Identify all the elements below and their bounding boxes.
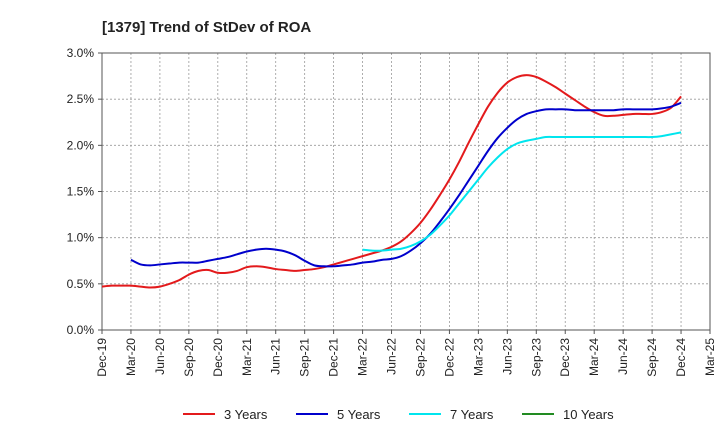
y-tick-label: 1.0%	[67, 231, 95, 245]
x-tick-label: Dec-24	[674, 338, 688, 377]
series-line-3-years	[101, 74, 682, 289]
x-tick-label: Jun-21	[269, 338, 283, 375]
y-tick-label: 3.0%	[67, 46, 95, 60]
y-tick-label: 2.5%	[67, 92, 95, 106]
x-tick-label: Dec-23	[558, 338, 572, 377]
x-tick-label: Mar-21	[240, 338, 254, 376]
x-tick-label: Mar-24	[587, 338, 601, 376]
legend-label-5-years: 5 Years	[337, 407, 381, 422]
x-tick-label: Mar-20	[124, 338, 138, 376]
y-tick-label: 0.0%	[67, 323, 95, 337]
x-tick-label: Jun-20	[153, 338, 167, 375]
x-tick-label: Mar-22	[356, 338, 370, 376]
x-tick-label: Dec-21	[327, 338, 341, 377]
x-axis-ticks: Dec-19 Mar-20 Jun-20 Sep-20 Dec-20 Mar-21 Jun-…	[95, 330, 717, 377]
x-tick-label: Mar-25	[703, 338, 717, 376]
x-tick-label: Dec-20	[211, 338, 225, 377]
x-tick-label: Sep-22	[413, 338, 427, 377]
x-tick-label: Sep-24	[645, 338, 659, 377]
x-tick-label: Jun-24	[616, 338, 630, 375]
y-tick-label: 0.5%	[67, 277, 95, 291]
x-tick-label: Dec-19	[95, 338, 109, 377]
legend-label-3-years: 3 Years	[224, 407, 268, 422]
legend-label-7-years: 7 Years	[450, 407, 494, 422]
x-tick-label: Mar-23	[471, 338, 485, 376]
x-tick-label: Sep-20	[182, 338, 196, 377]
series-lines	[101, 74, 682, 289]
x-tick-label: Sep-23	[529, 338, 543, 377]
series-line-5-years	[130, 101, 682, 268]
x-tick-label: Jun-23	[500, 338, 514, 375]
y-axis-ticks: 0.0% 0.5% 1.0% 1.5% 2.0% 2.5% 3.0%	[67, 46, 102, 337]
x-tick-label: Dec-22	[442, 338, 456, 377]
x-tick-label: Jun-22	[385, 338, 399, 375]
x-tick-label: Sep-21	[298, 338, 312, 377]
y-tick-label: 2.0%	[67, 138, 95, 152]
y-tick-label: 1.5%	[67, 185, 95, 199]
chart-title: [1379] Trend of StDev of ROA	[102, 19, 311, 36]
legend: 3 Years 5 Years 7 Years 10 Years	[183, 407, 614, 422]
legend-label-10-years: 10 Years	[563, 407, 614, 422]
series-line-7-years	[362, 131, 682, 252]
